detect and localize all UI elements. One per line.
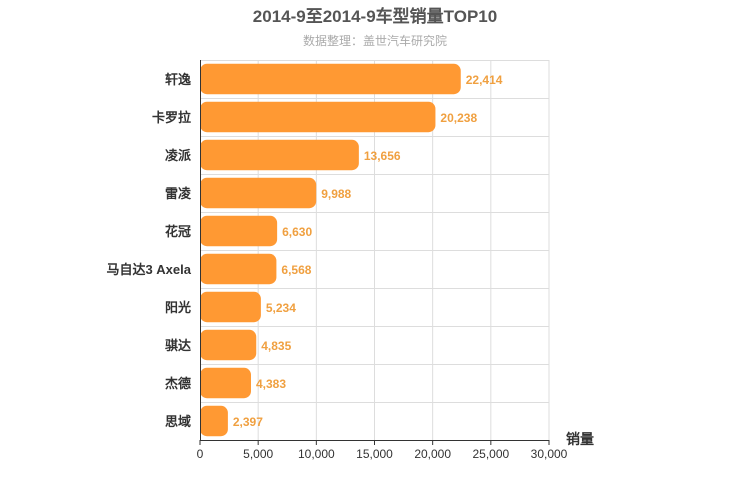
category-label: 思域 — [165, 414, 191, 429]
x-axis-title: 销量 — [566, 431, 594, 447]
data-label: 2,397 — [233, 415, 263, 429]
bar — [200, 405, 228, 437]
category-label: 阳光 — [165, 300, 191, 315]
bar — [200, 101, 436, 133]
x-tick-label: 10,000 — [298, 447, 335, 461]
x-tick-label: 20,000 — [414, 447, 451, 461]
data-label: 4,383 — [256, 377, 286, 391]
category-label: 杰德 — [165, 376, 191, 391]
bar — [200, 63, 461, 95]
bar — [200, 367, 251, 399]
bar — [200, 139, 359, 171]
bar — [200, 177, 317, 209]
data-label: 22,414 — [466, 73, 503, 87]
bar — [200, 215, 278, 247]
category-label: 凌派 — [165, 148, 192, 163]
data-label: 5,234 — [266, 301, 296, 315]
bar — [200, 291, 261, 323]
category-label: 马自达3 Axela — [106, 262, 191, 277]
data-label: 6,630 — [282, 225, 312, 239]
data-label: 6,568 — [281, 263, 311, 277]
x-tick-label: 0 — [197, 447, 204, 461]
x-tick-label: 25,000 — [472, 447, 509, 461]
x-tick-label: 5,000 — [243, 447, 273, 461]
data-labels: 22,414 20,238 13,656 9,988 6,630 6,568 5,234 4,… — [233, 73, 503, 429]
chart-subtitle: 数据整理：盖世汽车研究院 — [303, 33, 447, 48]
bar — [200, 253, 277, 285]
x-tick-label: 30,000 — [531, 447, 568, 461]
category-label: 轩逸 — [165, 72, 191, 87]
data-label: 9,988 — [321, 187, 351, 201]
chart-title: 2014-9至2014-9车型销量TOP10 — [253, 6, 497, 26]
data-label: 4,835 — [261, 339, 291, 353]
category-label: 雷凌 — [165, 186, 192, 201]
category-label: 骐达 — [165, 338, 191, 353]
category-label: 卡罗拉 — [152, 110, 191, 125]
x-tick-label: 15,000 — [356, 447, 393, 461]
data-label: 13,656 — [364, 149, 401, 163]
x-tick-labels: 0 5,000 10,000 15,000 20,000 25,000 30,000 — [197, 440, 568, 461]
bars-group — [200, 63, 461, 437]
bar — [200, 329, 257, 361]
data-label: 20,238 — [440, 111, 477, 125]
category-label: 花冠 — [165, 224, 191, 239]
